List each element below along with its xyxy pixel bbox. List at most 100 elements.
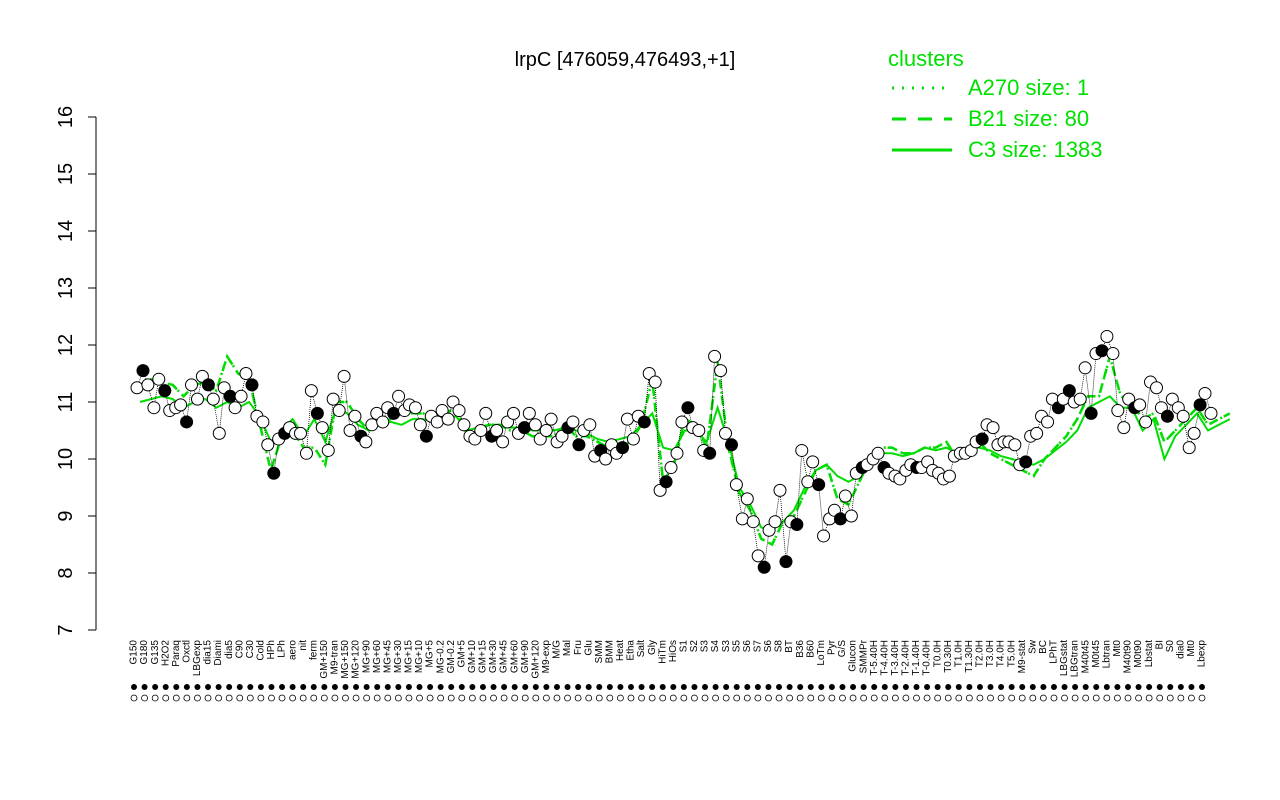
x-tick-label: G/S	[837, 640, 848, 658]
x-tick-label: S4	[710, 640, 721, 653]
rug-mark-dark	[913, 684, 920, 690]
x-tick-label: HiTm	[657, 640, 668, 664]
rug-mark-light	[997, 694, 1005, 702]
rug-mark-light	[257, 694, 265, 702]
data-point	[147, 401, 161, 415]
x-tick-label: M9-stat	[1017, 640, 1028, 674]
x-tick-label: C30	[245, 640, 256, 659]
data-point	[184, 378, 198, 392]
rug-mark-dark	[194, 684, 201, 690]
rug-mark-light	[172, 694, 180, 702]
legend-label: A270 size: 1	[968, 75, 1089, 100]
rug-mark-dark	[321, 684, 328, 690]
x-tick-label: HiOs	[668, 640, 679, 662]
rug-mark-light	[680, 694, 688, 702]
rug-mark-light	[669, 694, 677, 702]
rug-mark-light	[1145, 694, 1153, 702]
data-point	[735, 512, 749, 526]
x-tick-label: M9-exp	[541, 640, 552, 674]
rug-mark-dark	[257, 684, 264, 690]
x-tick-label: BMM	[604, 640, 615, 663]
data-point	[1019, 455, 1033, 469]
rug-mark-dark	[331, 684, 338, 690]
x-tick-label: M40t45	[1080, 640, 1091, 674]
rug-mark-light	[352, 694, 360, 702]
rug-mark-dark	[236, 684, 243, 690]
rug-mark-light	[1177, 694, 1185, 702]
x-tick-label: GM+30	[488, 640, 499, 674]
data-point	[1111, 404, 1125, 418]
x-tick-label: aero	[287, 640, 298, 660]
rug-mark-light	[902, 694, 910, 702]
y-tick-label: 14	[55, 220, 77, 242]
rug-mark-light	[384, 694, 392, 702]
data-point	[664, 461, 678, 475]
x-tick-label: HPh	[266, 640, 277, 659]
rug-mark-dark	[691, 684, 698, 690]
rug-mark-light	[754, 694, 762, 702]
x-tick-label: Gly	[647, 640, 658, 655]
rug-mark-dark	[828, 684, 835, 690]
rug-mark-light	[1061, 694, 1068, 702]
rug-mark-light	[1050, 694, 1058, 702]
data-point	[1182, 441, 1196, 455]
x-tick-label: SMMPr	[858, 639, 869, 673]
rug-mark-light	[595, 694, 603, 702]
rug-mark-dark	[1199, 684, 1205, 690]
data-point	[343, 424, 357, 437]
x-tick-label: ferm	[308, 640, 319, 660]
rug-mark-light	[363, 694, 371, 702]
x-tick-label: B60	[805, 640, 816, 658]
rug-mark-dark	[247, 684, 254, 690]
y-tick-label: 16	[55, 106, 77, 128]
x-tick-label: S3	[721, 640, 732, 653]
data-point	[746, 515, 760, 529]
x-tick-label: GM+45	[499, 640, 510, 674]
rug-mark-dark	[543, 684, 550, 690]
data-point	[174, 398, 188, 412]
x-tick-label: T3.0H	[985, 640, 996, 667]
rug-mark-dark	[1093, 684, 1100, 690]
x-tick-label: Glu	[583, 640, 594, 656]
rug-mark-dark	[522, 684, 529, 690]
y-tick-label: 10	[55, 448, 77, 470]
rug-mark-light	[691, 694, 698, 702]
rug-mark-light	[860, 694, 868, 702]
data-point	[1095, 344, 1109, 358]
x-tick-label: Mt0	[1112, 640, 1123, 657]
rug-mark-dark	[575, 684, 582, 690]
rug-mark-light	[310, 694, 318, 702]
rug-mark-dark	[659, 684, 666, 690]
x-tick-label: M0t90	[1133, 640, 1144, 668]
rug-mark-light	[215, 694, 222, 702]
x-tick-label: dia0	[1175, 640, 1186, 659]
rug-mark-dark	[765, 684, 772, 690]
rug-mark-dark	[839, 684, 846, 690]
x-tick-label: GM-0.2	[446, 640, 457, 674]
rug-mark-dark	[1103, 684, 1110, 690]
data-point	[413, 418, 427, 432]
rug-mark-light	[1018, 694, 1026, 702]
rug-mark-dark	[173, 684, 180, 690]
rug-mark-dark	[1082, 684, 1089, 690]
data-point	[452, 404, 466, 418]
data-point	[806, 455, 820, 469]
x-tick-label: Paraq	[171, 640, 182, 667]
rug-mark-light	[162, 694, 170, 702]
x-tick-label: Glucon	[848, 640, 859, 672]
x-tick-label: Mt0	[1186, 640, 1197, 657]
x-tick-label: LoTm	[816, 640, 827, 666]
x-tick-label: G150	[129, 640, 140, 665]
rug-mark-light	[965, 694, 973, 702]
x-tick-label: T-4.40H	[879, 640, 890, 676]
rug-mark-dark	[627, 684, 634, 690]
data-point	[1117, 421, 1131, 435]
x-tick-label: Heat	[615, 640, 626, 661]
rug-mark-light	[130, 694, 138, 702]
x-tick-label: MG+90	[361, 640, 372, 674]
x-tick-label: Lbtran	[1101, 640, 1112, 668]
rug-mark-light	[553, 694, 561, 702]
legend-title: clusters	[888, 46, 964, 71]
rug-mark-dark	[860, 684, 867, 690]
rug-marks	[130, 684, 1206, 702]
